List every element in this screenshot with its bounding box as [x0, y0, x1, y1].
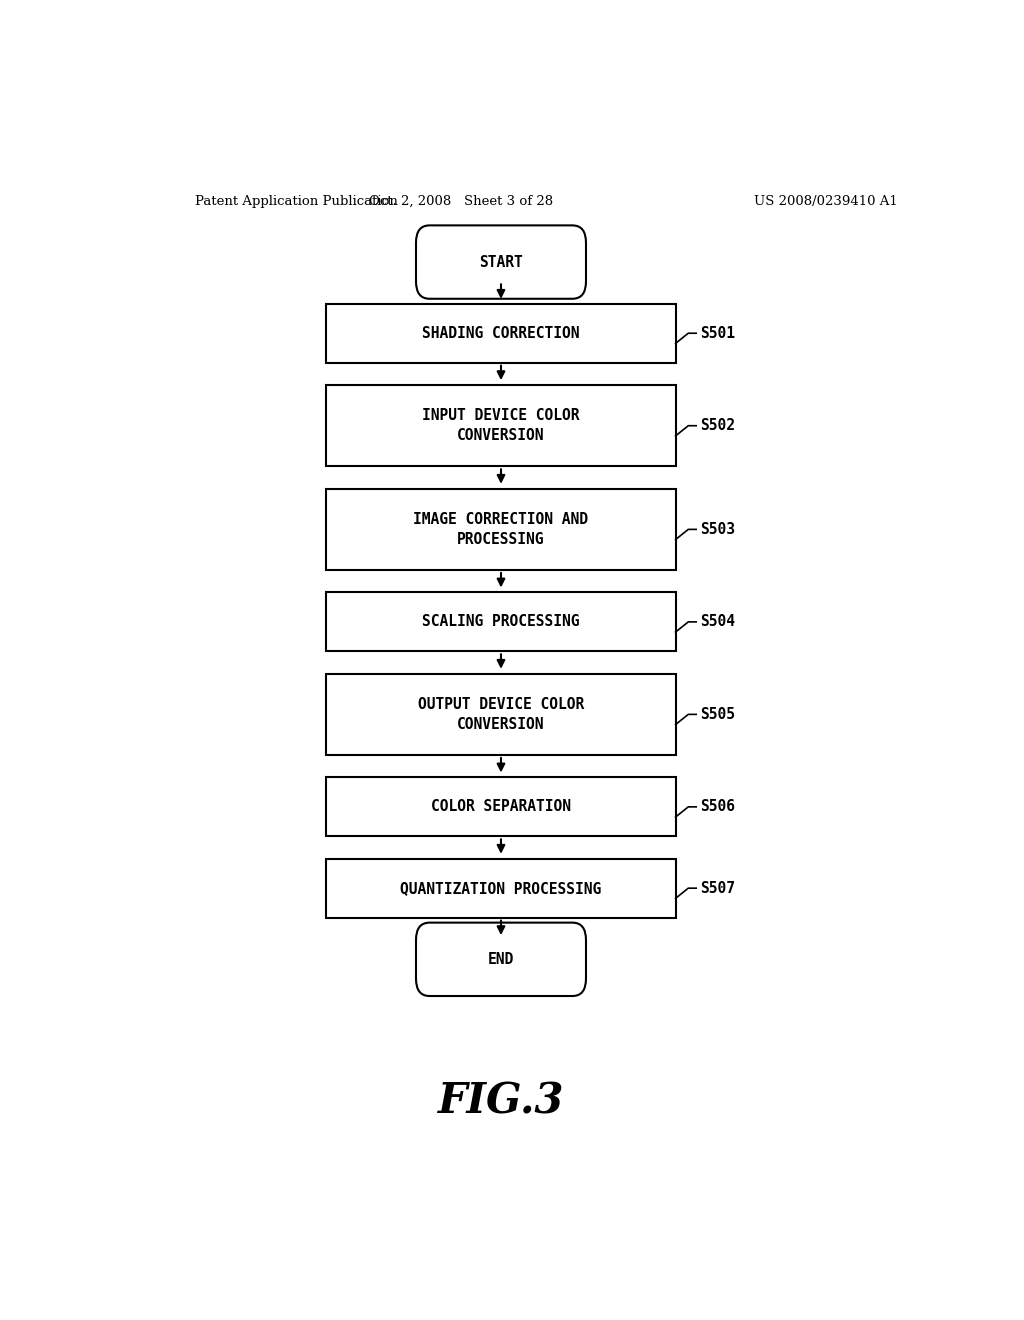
Text: Oct. 2, 2008   Sheet 3 of 28: Oct. 2, 2008 Sheet 3 of 28	[370, 194, 553, 207]
Text: OUTPUT DEVICE COLOR
CONVERSION: OUTPUT DEVICE COLOR CONVERSION	[418, 697, 584, 731]
Bar	[327, 859, 676, 917]
Text: FIG.3: FIG.3	[437, 1081, 564, 1122]
Bar	[327, 673, 676, 755]
Text: S503: S503	[700, 521, 735, 537]
Bar	[327, 304, 676, 363]
FancyBboxPatch shape	[416, 923, 586, 997]
Text: S506: S506	[700, 800, 735, 814]
Text: US 2008/0239410 A1: US 2008/0239410 A1	[755, 194, 898, 207]
Text: SHADING CORRECTION: SHADING CORRECTION	[422, 326, 580, 341]
Text: INPUT DEVICE COLOR
CONVERSION: INPUT DEVICE COLOR CONVERSION	[422, 408, 580, 444]
Text: QUANTIZATION PROCESSING: QUANTIZATION PROCESSING	[400, 880, 602, 896]
Text: S502: S502	[700, 418, 735, 433]
Text: COLOR SEPARATION: COLOR SEPARATION	[431, 800, 571, 814]
Bar	[327, 777, 676, 837]
Text: Patent Application Publication: Patent Application Publication	[196, 194, 398, 207]
Text: IMAGE CORRECTION AND
PROCESSING: IMAGE CORRECTION AND PROCESSING	[414, 512, 589, 546]
Text: S504: S504	[700, 614, 735, 630]
Text: START: START	[479, 255, 523, 269]
Text: S501: S501	[700, 326, 735, 341]
Bar	[327, 593, 676, 651]
Bar	[327, 385, 676, 466]
Text: END: END	[487, 952, 514, 966]
Text: S507: S507	[700, 880, 735, 896]
Text: S505: S505	[700, 708, 735, 722]
Text: SCALING PROCESSING: SCALING PROCESSING	[422, 614, 580, 630]
FancyBboxPatch shape	[416, 226, 586, 298]
Bar	[327, 488, 676, 570]
